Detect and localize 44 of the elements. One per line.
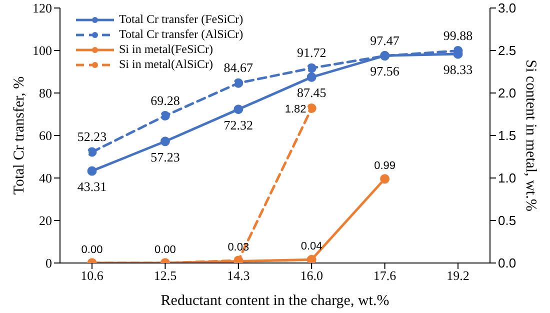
y-tick-label: 40 (39, 170, 52, 186)
y2-tick-label: 1.0 (498, 170, 516, 186)
data-label: 97.56 (370, 64, 400, 79)
y2-tick-label: 0.5 (498, 213, 516, 228)
legend-label: Total Cr transfer (AlSiCr) (119, 27, 244, 42)
x-tick-label: 12.5 (154, 268, 177, 284)
y-axis-title: Total Cr transfer, % (11, 76, 28, 195)
data-label: 72.32 (224, 117, 254, 132)
data-label: 69.28 (150, 92, 180, 108)
y-tick-label: 20 (39, 213, 52, 228)
data-label: 91.72 (296, 45, 326, 60)
data-label: 0.04 (300, 240, 322, 253)
x-tick-label: 17.6 (373, 268, 397, 284)
legend-label: Si in metal(FeSiCr) (119, 42, 213, 57)
data-label: 52.23 (77, 129, 107, 144)
y-tick-label: 60 (39, 128, 52, 144)
y-tick-label: 120 (32, 0, 52, 16)
x-tick-label: 19.2 (446, 268, 470, 284)
data-label: 0.99 (374, 160, 396, 172)
data-label: 84.67 (224, 60, 254, 76)
data-label: 97.47 (370, 32, 400, 48)
y2-tick-label: 1.5 (498, 128, 516, 144)
y2-tick-label: 0.0 (498, 256, 516, 271)
y2-tick-label: 3.0 (498, 0, 516, 16)
data-label: 0.00 (154, 244, 176, 256)
y2-tick-label: 2.0 (498, 86, 516, 101)
y-tick-label: 100 (32, 43, 52, 58)
legend-label: Total Cr transfer (FeSiCr) (119, 12, 244, 27)
data-label: 98.33 (443, 62, 473, 78)
data-label: 99.88 (443, 28, 473, 43)
data-label: 0.00 (81, 244, 103, 256)
data-label: 87.45 (296, 85, 326, 100)
legend-label: Si in metal(AlSiCr) (119, 57, 213, 72)
y2-axis-title: Si content in metal, wt.% (522, 60, 539, 212)
x-tick-label: 14.3 (227, 268, 250, 284)
x-tick-label: 16.0 (300, 268, 323, 284)
data-label: 43.31 (77, 178, 107, 194)
y2-tick-label: 2.5 (498, 43, 516, 58)
y-tick-label: 0 (46, 256, 52, 271)
data-label: 1.82 (284, 103, 306, 116)
x-tick-label: 10.6 (80, 268, 104, 284)
x-axis-title: Reductant content in the charge, wt.% (160, 293, 390, 309)
y-tick-label: 80 (39, 86, 52, 101)
data-label: 57.23 (150, 149, 180, 164)
